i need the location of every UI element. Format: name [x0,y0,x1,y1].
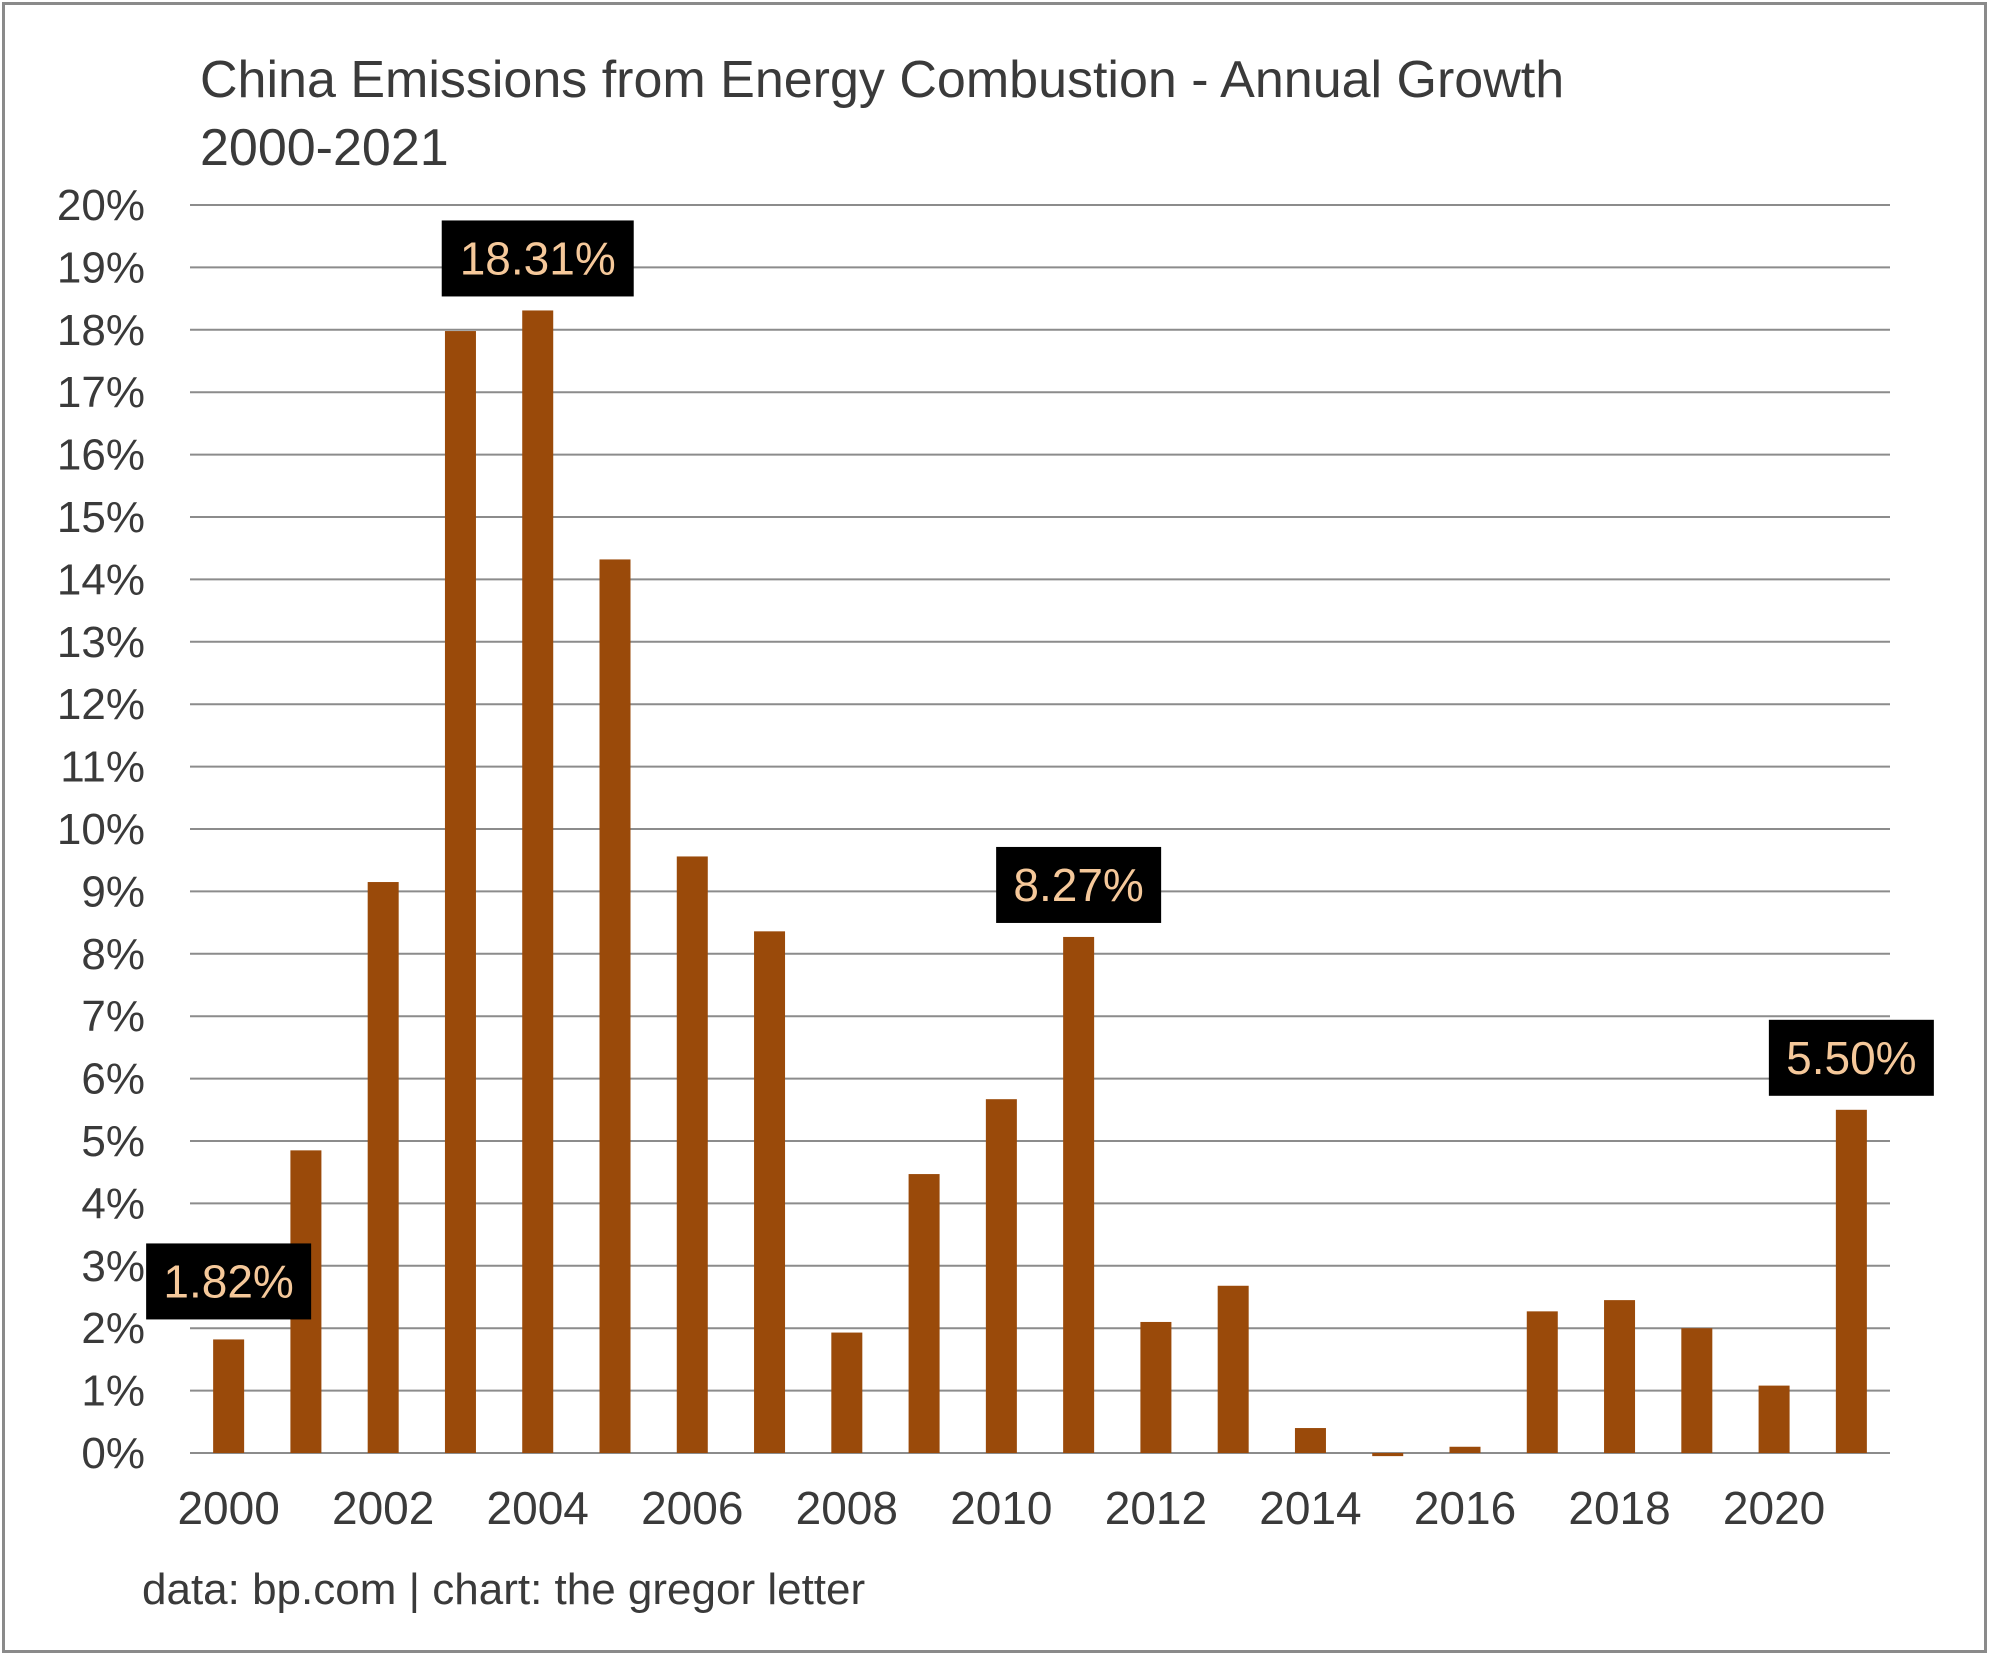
x-tick-label: 2008 [796,1482,898,1534]
x-tick-label: 2006 [641,1482,743,1534]
bar [444,331,476,1454]
y-tick-label: 9% [81,867,145,916]
y-tick-label: 6% [81,1055,145,1104]
y-tick-label: 2% [81,1304,145,1353]
y-tick-label: 18% [57,306,145,355]
data-label: 8.27% [1013,859,1143,911]
y-tick-label: 1% [81,1367,145,1416]
bar [1294,1428,1326,1453]
bar [1217,1285,1249,1453]
bar [1449,1446,1481,1453]
y-tick-label: 3% [81,1242,145,1291]
y-tick-label: 20% [57,181,145,230]
chart-subtitle: 2000-2021 [200,119,449,177]
x-tick-label: 2010 [950,1482,1052,1534]
y-tick-label: 8% [81,930,145,979]
x-tick-label: 2004 [487,1482,589,1534]
data-label: 18.31% [460,232,616,284]
source-credit: data: bp.com | chart: the gregor letter [142,1565,866,1614]
bar [1140,1321,1172,1453]
bar [1835,1109,1867,1453]
data-label-box [996,846,1162,923]
y-tick-label: 14% [57,555,145,604]
bar [1681,1328,1713,1453]
y-tick-label: 7% [81,992,145,1041]
x-tick-label: 2012 [1105,1482,1207,1534]
x-tick-label: 2018 [1568,1482,1670,1534]
x-tick-label: 2016 [1414,1482,1516,1534]
bar [1372,1453,1404,1457]
y-tick-label: 5% [81,1117,145,1166]
bar [985,1099,1017,1453]
bar [522,310,554,1453]
bar [599,559,631,1453]
data-label: 1.82% [163,1255,293,1307]
bar [1063,936,1095,1453]
y-tick-label: 11% [60,743,145,792]
y-tick-label: 12% [57,680,145,729]
bar [831,1332,863,1453]
x-tick-label: 2000 [177,1482,279,1534]
bar [1604,1300,1636,1453]
data-label-box [146,1243,312,1320]
y-tick-label: 16% [57,431,145,480]
y-tick-label: 17% [57,368,145,417]
bar [1526,1311,1558,1453]
bar [908,1174,940,1453]
chart-title: China Emissions from Energy Combustion -… [200,51,1565,109]
x-tick-label: 2002 [332,1482,434,1534]
x-tick-label: 2020 [1723,1482,1825,1534]
y-tick-label: 13% [57,618,145,667]
y-tick-label: 19% [57,243,145,292]
bar [213,1339,245,1453]
data-label: 5.50% [1786,1032,1916,1084]
y-tick-label: 4% [81,1179,145,1228]
y-tick-label: 0% [81,1429,145,1478]
y-tick-label: 15% [57,493,145,542]
data-label-box [1768,1019,1934,1096]
bar [1758,1385,1790,1453]
bar [754,931,786,1453]
data-label-box [441,220,634,297]
bar [676,856,708,1453]
x-tick-label: 2014 [1259,1482,1361,1534]
bar [367,882,399,1453]
y-tick-label: 10% [57,805,145,854]
